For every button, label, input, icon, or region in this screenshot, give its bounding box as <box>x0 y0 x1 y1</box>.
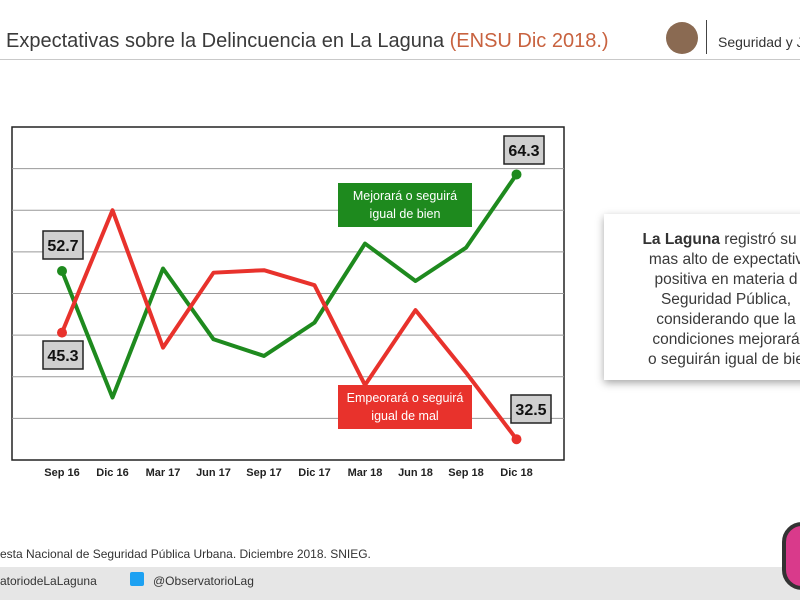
callout-bold: La Laguna <box>642 231 720 248</box>
legend-red-text: Empeorará o seguirá <box>347 391 464 405</box>
x-tick-label: Mar 18 <box>348 467 383 479</box>
legend-red-text: igual de mal <box>371 409 438 423</box>
data-label-red-start-box <box>42 340 84 370</box>
callout-line-2: positiva en materia d <box>654 271 798 288</box>
data-label-green-end-box <box>503 135 545 165</box>
footer-bar <box>0 567 800 600</box>
series-line-empeorara <box>60 208 519 441</box>
callout-line-1: mas alto de expectativ <box>648 251 800 268</box>
x-tick-label: Sep 16 <box>44 467 79 479</box>
legend-red-box <box>338 385 472 429</box>
data-label-red-end-box <box>510 394 552 424</box>
data-label-red-start: 45.3 <box>47 348 78 365</box>
x-tick-label: Jun 18 <box>398 467 433 479</box>
point-marker-end-red <box>511 434 522 445</box>
point-marker-end-green <box>511 169 522 180</box>
callout-line-4: considerando que la <box>656 311 796 328</box>
callout-line-0: registró su n <box>724 231 797 248</box>
facebook-link[interactable]: atoriodeLaLaguna <box>0 574 97 588</box>
x-tick-label: Mar 17 <box>146 467 181 479</box>
x-tick-label: Dic 16 <box>96 467 128 479</box>
page-title: Expectativas sobre la Delincuencia en La… <box>6 30 609 53</box>
x-tick-label: Sep 18 <box>448 467 483 479</box>
header-separator <box>706 20 707 54</box>
title-text: Expectativas sobre la Delincuencia en La… <box>6 30 445 52</box>
series-line-mejorara <box>60 173 519 400</box>
data-label-green-start: 52.7 <box>47 238 78 255</box>
callout-line-3: Seguridad Pública, <box>660 291 792 308</box>
org-name: Seguridad y J <box>718 34 800 50</box>
point-marker-start-green <box>57 266 67 277</box>
header-divider <box>0 59 800 60</box>
data-label-red-end: 32.5 <box>515 402 546 419</box>
x-tick-label: Sep 17 <box>246 467 281 479</box>
title-subtitle: (ENSU Dic 2018.) <box>449 30 609 52</box>
callout-line-6: o seguirán igual de bie <box>648 351 800 368</box>
point-marker-start-red <box>57 327 67 338</box>
x-tick-label: Dic 18 <box>500 467 532 479</box>
callout-box: La Laguna registró su n mas alto de expe… <box>604 214 800 380</box>
x-tick-label: Jun 17 <box>196 467 231 479</box>
institution-logo <box>666 22 698 54</box>
source-note: esta Nacional de Seguridad Pública Urban… <box>0 547 371 561</box>
callout-line-5: condiciones mejorará <box>652 331 800 348</box>
legend-green-text: igual de bien <box>370 207 441 221</box>
legend-green-box <box>338 183 472 227</box>
twitter-link[interactable]: @ObservatorioLag <box>153 574 254 588</box>
data-label-green-start-box <box>42 230 84 260</box>
data-label-green-end: 64.3 <box>508 143 539 160</box>
twitter-icon <box>130 572 144 586</box>
x-tick-label: Dic 17 <box>298 467 330 479</box>
callout-text: La Laguna registró su n mas alto de expe… <box>616 230 800 370</box>
legend-green-text: Mejorará o seguirá <box>353 189 457 203</box>
mascot-icon <box>782 522 800 590</box>
